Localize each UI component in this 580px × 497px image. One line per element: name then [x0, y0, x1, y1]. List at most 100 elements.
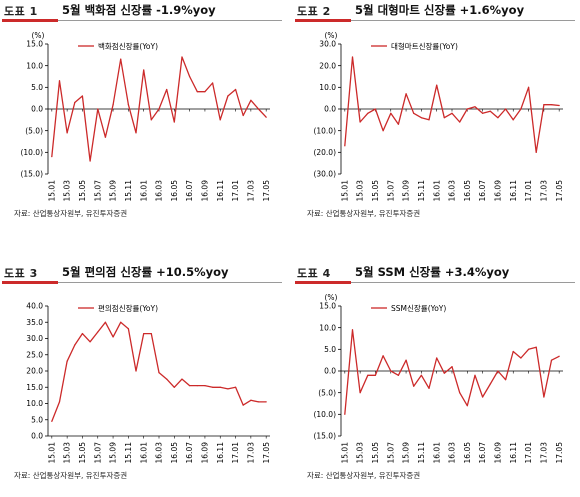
data-point — [143, 333, 145, 335]
x-tick-label: 16.03 — [448, 180, 457, 202]
header-rule — [58, 20, 282, 21]
data-point — [527, 86, 530, 88]
data-point — [558, 104, 560, 107]
data-point — [189, 75, 191, 78]
data-point — [257, 108, 260, 110]
x-tick-label: 15.07 — [93, 180, 102, 202]
y-tick-label: 10.0 — [319, 83, 336, 92]
chart-panel-3: 도표 3 5월 편의점 신장률 +10.5%yoy 0.0 5.0 10.0 15.0… — [2, 262, 282, 497]
y-tick-label: 30.0 — [319, 40, 336, 49]
data-point — [451, 112, 453, 114]
x-tick-label: 17.01 — [231, 180, 240, 202]
x-tick-label: 15.11 — [124, 180, 133, 202]
x-tick-label: 15.01 — [47, 442, 56, 464]
y-tick-label: (5.0) — [25, 126, 43, 135]
x-tick-label: 16.11 — [509, 180, 518, 202]
header-rule — [351, 20, 575, 21]
x-tick-label: 16.01 — [432, 442, 441, 464]
data-point — [158, 372, 160, 374]
data-point — [120, 321, 122, 323]
data-point — [413, 112, 415, 114]
data-point — [397, 374, 400, 376]
data-point — [74, 101, 76, 104]
data-point — [97, 108, 99, 110]
y-tick-label: 10.0 — [26, 399, 43, 408]
data-point — [451, 366, 453, 368]
data-point — [351, 329, 354, 331]
series-line — [51, 321, 267, 422]
legend-label: 편의점신장률(YoY) — [98, 303, 158, 313]
x-tick-label: 17.01 — [231, 442, 240, 464]
header-accent-rule — [295, 19, 351, 22]
data-point — [257, 401, 260, 403]
data-point — [97, 331, 99, 333]
chart-panel-2: 도표 2 5월 대형마트 신장률 +1.6%yoy (%) (30.0) (20.0… — [295, 0, 575, 235]
header-accent-rule — [2, 281, 58, 284]
data-point — [390, 112, 392, 114]
chart-title: 5월 편의점 신장률 +10.5%yoy — [62, 265, 229, 279]
data-point — [265, 116, 267, 118]
data-point — [242, 114, 244, 117]
chart-title: 5월 SSM 신장률 +3.4%yoy — [355, 265, 510, 279]
x-tick-label: 16.11 — [509, 442, 518, 464]
x-tick-label: 15.03 — [356, 180, 365, 202]
y-tick-label: 40.0 — [26, 302, 43, 311]
x-tick-label: 16.09 — [201, 442, 210, 464]
data-point — [135, 370, 137, 372]
data-point — [497, 370, 499, 372]
x-tick-label: 16.11 — [216, 180, 225, 202]
y-tick-label: (15.0) — [313, 432, 336, 441]
data-point — [120, 58, 122, 60]
y-tick-label: (30.0) — [313, 170, 336, 179]
y-tick-label: 0.0 — [324, 105, 336, 114]
panel-header: 도표 4 5월 SSM 신장률 +3.4%yoy — [295, 262, 575, 286]
figure-tag: 도표 2 — [297, 5, 331, 18]
y-tick-label: 25.0 — [26, 350, 43, 359]
data-point — [512, 119, 514, 121]
chart-title: 5월 백화점 신장률 -1.9%yoy — [62, 3, 216, 17]
x-tick-label: 16.05 — [170, 180, 179, 202]
data-point — [181, 378, 183, 380]
data-point — [443, 117, 445, 119]
data-point — [520, 108, 522, 110]
data-point — [436, 357, 438, 359]
x-tick-label: 15.11 — [124, 442, 133, 464]
data-point — [66, 132, 68, 134]
data-point — [504, 379, 507, 381]
y-tick-label: 5.0 — [31, 415, 43, 424]
unit-label: (%) — [325, 31, 338, 40]
y-tick-label: 5.0 — [31, 83, 43, 92]
x-tick-label: 16.09 — [494, 442, 503, 464]
data-point — [482, 396, 484, 398]
data-point — [51, 420, 53, 422]
x-tick-label: 17.03 — [246, 442, 255, 464]
data-point — [112, 104, 114, 106]
unit-label: (%) — [325, 293, 338, 302]
data-point — [81, 333, 84, 335]
x-tick-label: 15.07 — [386, 442, 395, 464]
x-tick-label: 17.03 — [246, 180, 255, 202]
x-tick-label: 15.09 — [402, 180, 411, 202]
data-point — [535, 346, 537, 348]
data-point — [51, 156, 53, 158]
data-point — [196, 91, 198, 93]
data-point — [127, 104, 129, 106]
data-point — [135, 132, 137, 134]
x-tick-label: 15.09 — [109, 180, 118, 202]
x-tick-label: 15.11 — [417, 180, 426, 202]
y-tick-label: 15.0 — [319, 302, 336, 311]
data-point — [74, 344, 76, 346]
x-tick-label: 15.05 — [78, 442, 87, 464]
data-point — [512, 350, 514, 353]
y-tick-label: (15.0) — [20, 170, 43, 179]
data-point — [112, 336, 114, 338]
x-tick-label: 16.09 — [494, 180, 503, 202]
legend-label: SSM신장률(YoY) — [391, 303, 446, 313]
data-point — [173, 386, 175, 388]
x-tick-label: 15.05 — [371, 442, 380, 464]
data-point — [265, 401, 267, 403]
data-point — [420, 117, 422, 119]
x-tick-label: 15.09 — [109, 442, 118, 464]
data-point — [520, 357, 522, 359]
legend-label: 대형마트신장률(YoY) — [391, 41, 458, 51]
